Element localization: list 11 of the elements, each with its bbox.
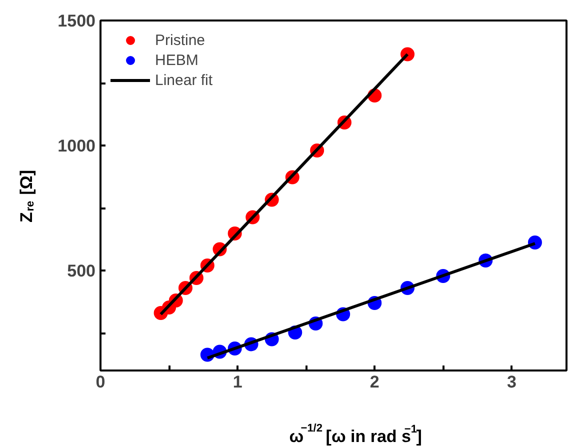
y-tick-label: 1500 xyxy=(58,12,96,30)
x-tick-label: 0 xyxy=(96,372,106,392)
y-tick-label: 500 xyxy=(67,262,96,280)
x-tick-label: 3 xyxy=(506,372,516,392)
x-tick-label: 1 xyxy=(232,372,242,392)
y-tick-label: 1000 xyxy=(58,136,96,156)
x-tick-label: 2 xyxy=(370,372,380,392)
legend-label: HEBM xyxy=(155,52,198,68)
legend-label: Pristine xyxy=(155,32,206,48)
y-axis-title: Zre [Ω] xyxy=(17,170,36,222)
legend-label: Linear fit xyxy=(155,72,213,88)
